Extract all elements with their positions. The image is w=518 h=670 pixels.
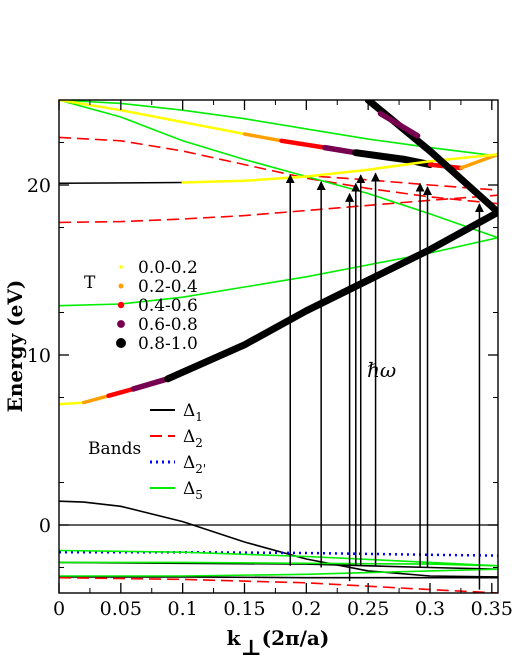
band-line-12: [59, 100, 498, 157]
legend-bands: Bands Δ1 Δ2 Δ2' Δ5: [88, 401, 206, 502]
x-tick-label-3: 0.15: [223, 598, 265, 620]
band-line-11: [59, 100, 498, 239]
y-tick-label-1: 10: [27, 345, 51, 367]
legend-band-label-1: Δ2: [183, 427, 203, 450]
x-tick-label-4: 0.2: [291, 598, 321, 620]
band-line-2: [59, 576, 498, 579]
x-axis-title-k: k: [227, 626, 242, 650]
transmission-band-0-segment-1: [242, 132, 284, 143]
x-axis-title: k⊥(2π/a): [227, 626, 330, 661]
y-axis-title: Energy (eV): [3, 280, 27, 413]
legend-band-label-2: Δ2': [183, 453, 206, 476]
band-line-10: [318, 175, 498, 191]
legend-t-marker-3: [117, 320, 125, 328]
photon-energy-annotation: ℏω: [367, 358, 396, 382]
transmission-band-0-segment-3: [322, 144, 359, 156]
band-line-9: [59, 194, 498, 224]
band-line-4: [59, 550, 498, 557]
x-tick-label-7: 0.35: [471, 598, 513, 620]
band-line-6: [59, 561, 498, 567]
x-tick-label-1: 0.05: [100, 598, 142, 620]
axes: 0 0.05 0.1 0.15 0.2 0.25 0.3 0.35 0 10 20: [27, 100, 513, 620]
legend-t-marker-2: [117, 301, 125, 309]
plot-frame: [58, 99, 499, 594]
band-line-3: [59, 576, 498, 593]
x-axis-title-perp: ⊥: [240, 635, 261, 661]
transmission-band-4-segment-0: [377, 110, 421, 139]
legend-t-marker-1: [118, 283, 124, 289]
transmission-band-0-segment-2: [279, 138, 328, 150]
legend-bands-title: Bands: [88, 439, 141, 459]
x-tick-label-2: 0.1: [168, 598, 198, 620]
plot-content: [59, 100, 498, 593]
transmission-band-1-segment-1: [181, 175, 308, 184]
y-tick-label-2: 20: [27, 175, 51, 197]
legend-transmission: T 0.0-0.20.2-0.40.4-0.60.6-0.80.8-1.0: [84, 258, 198, 354]
transmission-band-1-segment-2: [305, 153, 498, 178]
transmission-band-2-segment-2: [106, 386, 136, 399]
legend-t-marker-0: [119, 265, 123, 269]
transmission-band-2-segment-0: [59, 401, 85, 406]
band-line-0: [59, 500, 498, 578]
band-line-5: [59, 549, 498, 567]
legend-t-marker-4: [116, 338, 126, 348]
legend-t-title: T: [84, 273, 96, 293]
legend-t-label-4: 0.8-1.0: [138, 334, 198, 354]
x-tick-label-6: 0.3: [415, 598, 445, 620]
legend-t-label-1: 0.2-0.4: [138, 277, 198, 297]
x-tick-label-0: 0: [53, 598, 65, 620]
transmission-band-0-segment-0: [59, 100, 246, 136]
legend-t-label-3: 0.6-0.8: [138, 315, 198, 335]
x-tick-label-5: 0.25: [347, 598, 389, 620]
band-line-7: [59, 568, 498, 577]
transmission-band-2-segment-1: [81, 394, 111, 405]
transmission-band-1-segment-0: [59, 181, 184, 185]
legend-t-label-2: 0.4-0.6: [138, 296, 198, 316]
legend-t-label-0: 0.0-0.2: [138, 258, 198, 278]
transmission-band-2-segment-3: [130, 376, 171, 392]
legend-band-label-3: Δ5: [183, 479, 203, 502]
transmission-band-0-segment-6: [459, 152, 498, 170]
legend-band-label-0: Δ1: [183, 401, 203, 424]
x-axis-title-units: (2π/a): [262, 626, 330, 650]
y-tick-label-0: 0: [39, 515, 51, 537]
transmission-band-2-segment-4: [164, 208, 498, 383]
